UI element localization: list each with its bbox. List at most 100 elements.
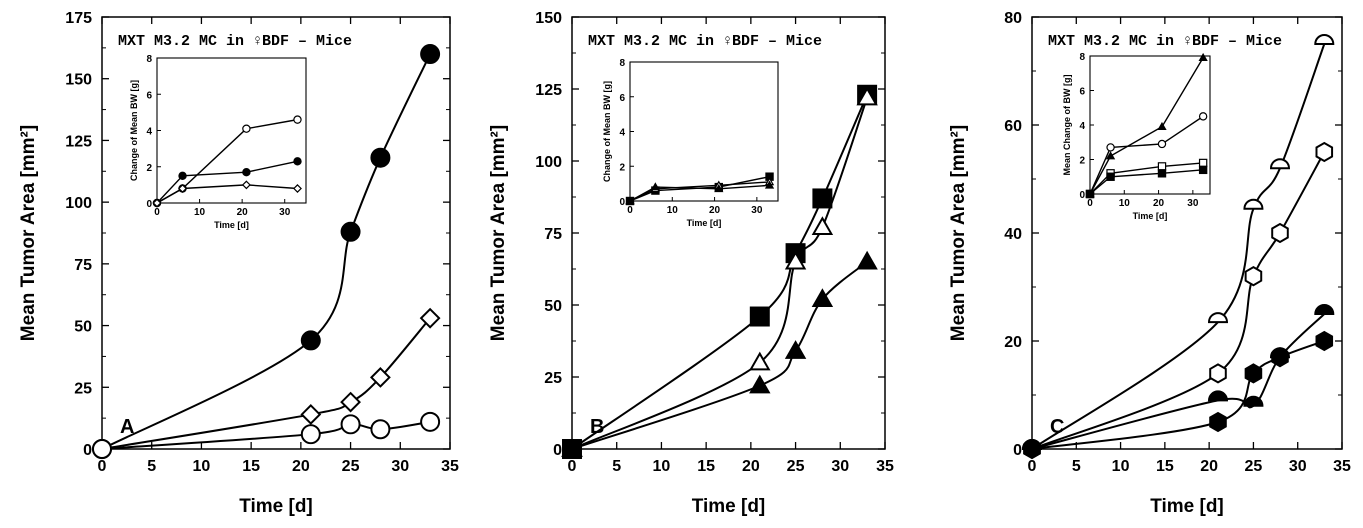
- inset-data-point: [241, 180, 251, 190]
- inset-data-point: [293, 184, 302, 193]
- data-point: [1209, 411, 1227, 433]
- data-point: [749, 351, 771, 371]
- inset-y-tick-label: 6: [619, 93, 625, 104]
- y-tick-label: 0: [83, 442, 92, 459]
- inset-x-tick-label: 10: [667, 205, 679, 216]
- inset-series-line: [629, 184, 770, 202]
- data-point: [1023, 438, 1041, 460]
- data-point: [1271, 347, 1289, 368]
- inset-data-point: [1198, 52, 1208, 62]
- y-tick-label: 40: [1004, 226, 1022, 243]
- y-tick-label: 75: [544, 226, 562, 243]
- data-point: [340, 414, 361, 435]
- inset-series-line: [629, 175, 770, 202]
- data-point: [811, 216, 834, 235]
- inset-data-point: [764, 180, 775, 189]
- data-point: [749, 306, 770, 327]
- inset-data-point: [1105, 151, 1116, 160]
- inset-data-point: [1157, 169, 1167, 178]
- y-tick-label: 0: [1013, 442, 1022, 459]
- y-tick-label: 125: [65, 133, 92, 150]
- data-point: [856, 250, 878, 270]
- series-line: [101, 53, 432, 450]
- y-tick-label: 50: [74, 319, 92, 336]
- x-tick-label: 15: [697, 458, 715, 475]
- inset-data-point: [242, 167, 251, 177]
- x-tick-label: 5: [147, 458, 156, 475]
- inset-series-line: [156, 160, 298, 204]
- inset-data-point: [625, 196, 635, 205]
- series-line: [571, 97, 869, 450]
- x-tick-label: 30: [391, 458, 409, 475]
- data-point: [370, 147, 391, 168]
- y-tick-label: 25: [74, 380, 92, 397]
- inset-x-tick-label: 30: [751, 205, 763, 216]
- inset-y-tick-label: 0: [146, 199, 152, 210]
- inset-data-point: [714, 184, 724, 193]
- x-axis-label: Time [d]: [692, 496, 766, 517]
- data-point: [812, 188, 833, 209]
- data-point: [340, 391, 361, 413]
- data-point: [561, 438, 583, 457]
- inset-x-axis-label: Time [d]: [1133, 211, 1168, 221]
- y-tick-label: 150: [535, 10, 562, 27]
- inset-x-tick-label: 30: [279, 207, 291, 218]
- inset-y-tick-label: 8: [146, 54, 152, 65]
- inset-series-line: [1089, 115, 1204, 195]
- inset-chart: 0 10 20 30 0 2 4 6 8 Time [d] Change of Mean BW [g…: [602, 58, 779, 228]
- data-point: [92, 439, 112, 459]
- inset-data-point: [1198, 165, 1208, 175]
- inset-series-line: [1089, 57, 1204, 195]
- x-tick-label: 35: [441, 458, 459, 475]
- data-point: [1244, 266, 1263, 287]
- inset-series-line: [1089, 162, 1204, 195]
- inset-data-point: [178, 184, 187, 193]
- inset-y-tick-label: 2: [146, 163, 152, 174]
- inset-data-point: [293, 157, 302, 166]
- inset-y-tick-label: 6: [1079, 87, 1085, 98]
- data-point: [340, 221, 361, 242]
- panel-letter: B: [590, 416, 604, 438]
- inset-y-tick-label: 8: [619, 58, 625, 69]
- x-tick-label: 20: [742, 458, 760, 475]
- inset-y-axis-label: Change of Mean BW [g]: [602, 81, 612, 182]
- inset-y-tick-label: 2: [1079, 156, 1085, 167]
- data-point: [784, 340, 807, 359]
- inset-chart: 0 10 20 30 0 2 4 6 8 Time [d] Change of Mean BW [g…: [129, 54, 307, 230]
- inset-x-axis-label: Time [d]: [687, 218, 722, 228]
- inset-y-tick-label: 4: [619, 128, 625, 139]
- data-point: [300, 424, 321, 445]
- x-tick-label: 30: [1289, 458, 1307, 475]
- y-tick-label: 125: [535, 82, 562, 99]
- inset-series-line: [629, 181, 770, 202]
- data-point: [1243, 395, 1264, 407]
- data-point: [369, 367, 391, 388]
- inset-frame: [156, 57, 307, 204]
- inset-y-tick-label: 2: [619, 162, 625, 173]
- inset-y-tick-label: 0: [619, 197, 625, 208]
- inset-y-tick-label: 0: [1079, 190, 1085, 201]
- inset-x-axis-label: Time [d]: [214, 220, 249, 230]
- y-axis-label: Mean Tumor Area [mm²]: [488, 125, 509, 341]
- data-point: [1314, 304, 1335, 315]
- data-point: [1315, 141, 1334, 163]
- inset-x-tick-label: 30: [1187, 198, 1199, 209]
- inset-y-tick-label: 4: [146, 127, 152, 138]
- y-tick-label: 75: [74, 257, 92, 274]
- x-axis-label: Time [d]: [1150, 496, 1224, 517]
- x-tick-label: 15: [1156, 458, 1174, 475]
- x-tick-label: 0: [1028, 458, 1037, 475]
- y-tick-label: 50: [544, 298, 562, 315]
- inset-data-point: [293, 115, 302, 124]
- y-tick-label: 80: [1004, 10, 1022, 27]
- x-tick-label: 35: [876, 458, 894, 475]
- inset-data-point: [1157, 121, 1167, 131]
- panel-letter: A: [120, 416, 134, 438]
- x-tick-label: 25: [342, 458, 360, 475]
- inset-data-point: [650, 182, 661, 191]
- data-point: [1209, 363, 1227, 384]
- x-axis-label: Time [d]: [239, 496, 313, 517]
